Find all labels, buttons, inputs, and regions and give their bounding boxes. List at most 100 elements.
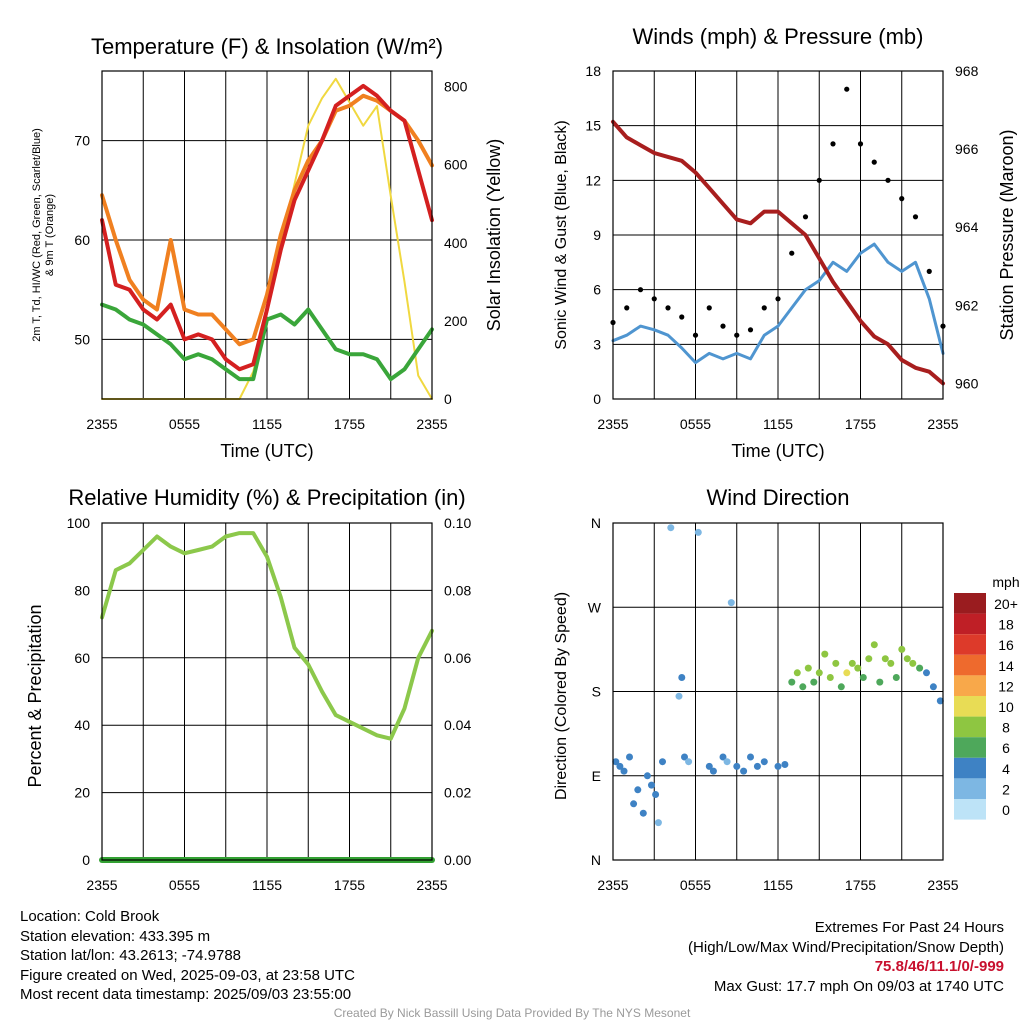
legend-label: 6 [1002, 740, 1010, 756]
gust-point [747, 327, 754, 333]
x-tick-label: 1155 [252, 416, 282, 432]
x-tick-label: 0555 [680, 877, 711, 893]
gust-point [624, 305, 630, 311]
winds-title: Winds (mph) & Pressure (mb) [633, 24, 924, 49]
direction-point [892, 674, 900, 681]
direction-point [815, 669, 823, 677]
legend-swatch [954, 634, 986, 655]
extremes-values: 75.8/46/11.1/0/-999 [874, 958, 1004, 975]
direction-plot-frame [612, 522, 944, 861]
direction-point [612, 758, 620, 766]
y-tick-label-left: 0 [593, 391, 601, 407]
y-tick-label-right: 400 [444, 235, 468, 251]
direction-point [667, 524, 675, 532]
direction-point [923, 669, 930, 677]
direction-point [634, 786, 642, 794]
y-tick-label-left: 60 [74, 650, 90, 666]
legend-label: 10 [998, 699, 1014, 715]
x-tick-label: 2355 [927, 877, 958, 893]
direction-point [733, 762, 741, 770]
humidity-plot-frame [101, 522, 433, 861]
gust-point [679, 314, 685, 320]
speed-legend: 20+ 18 16 14 12 10 8 6 4 2 0 [954, 593, 1018, 820]
direction-point [709, 767, 717, 775]
temperature-ylabel-left-2: & 9m T (Orange) [44, 194, 56, 276]
direction-point [643, 772, 651, 780]
direction-point [774, 762, 782, 770]
winds-panel: Winds (mph) & Pressure (mb) 2355 0555 1155… [553, 24, 1017, 461]
x-tick-label: 1155 [252, 877, 282, 893]
y-tick-label-left: N [591, 515, 601, 531]
gust-point [665, 305, 671, 311]
gust-point [651, 296, 657, 302]
direction-point [804, 664, 812, 672]
direction-point [630, 800, 638, 808]
legend-label: 14 [998, 658, 1014, 674]
humidity-panel: Relative Humidity (%) & Precipitation (i… [25, 485, 471, 893]
meteogram-figure: Temperature (F) & Insolation (W/m²) 2355… [25, 24, 1020, 893]
gust-point [926, 268, 932, 274]
direction-point [887, 659, 895, 667]
direction-point [898, 645, 906, 653]
x-tick-label: 2355 [597, 416, 628, 432]
legend-label: 0 [1002, 802, 1010, 818]
winds-xlabel: Time (UTC) [731, 441, 824, 461]
temperature-panel: Temperature (F) & Insolation (W/m²) 2355… [31, 34, 504, 461]
y-tick-label-left: S [592, 684, 601, 700]
direction-point [675, 692, 683, 700]
legend-label: 18 [998, 617, 1014, 633]
legend-swatch [954, 675, 986, 696]
legend-label: 8 [1002, 720, 1010, 736]
gust-point [871, 159, 877, 165]
temperature-ylabel-left-1: 2m T, Td, HI/WC (Red, Green, Scarlet/Blu… [31, 128, 43, 342]
direction-point [881, 655, 889, 663]
series-line-relative-humidity [100, 531, 434, 741]
humidity-title: Relative Humidity (%) & Precipitation (i… [68, 485, 465, 510]
direction-point [826, 674, 834, 681]
series-line-2m-t [100, 83, 434, 372]
x-tick-label: 0555 [169, 416, 200, 432]
y-tick-label-left: 100 [67, 515, 91, 531]
legend-label: 12 [998, 678, 1014, 694]
y-tick-label-right: 200 [444, 313, 468, 329]
x-tick-label: 2355 [416, 877, 447, 893]
direction-point [810, 678, 818, 686]
y-tick-label-left: 70 [74, 133, 90, 149]
direction-point [626, 753, 633, 761]
gust-point [761, 305, 767, 311]
humidity-ylabel-left: Percent & Precipitation [25, 604, 45, 787]
y-tick-label-left: 20 [74, 785, 90, 801]
legend-label: 16 [998, 637, 1014, 653]
gust-point [830, 141, 836, 147]
direction-point [870, 641, 878, 649]
y-tick-label-right: 0.08 [444, 582, 471, 598]
max-gust: Max Gust: 17.7 mph On 09/03 at 1740 UTC [713, 977, 1004, 995]
gust-point [734, 332, 740, 338]
direction-point [865, 655, 873, 663]
direction-point [909, 659, 917, 667]
x-tick-label: 2355 [86, 877, 117, 893]
direction-point [639, 809, 647, 817]
temperature-xlabel: Time (UTC) [220, 441, 313, 461]
series-line-station-pressure [611, 119, 945, 386]
x-tick-label: 1755 [845, 877, 876, 893]
x-tick-label: 1755 [334, 877, 365, 893]
x-tick-label: 1755 [334, 416, 365, 432]
legend-swatch [954, 654, 986, 676]
legend-title: mph [992, 574, 1019, 590]
y-tick-label-right: 800 [444, 79, 468, 95]
x-tick-label: 1155 [763, 416, 793, 432]
direction-point [916, 664, 924, 672]
direction-point [694, 528, 702, 536]
legend-swatch [954, 757, 986, 779]
y-tick-label-left: 6 [593, 282, 601, 298]
winds-ylabel-right: Station Pressure (Maroon) [997, 129, 1017, 340]
y-tick-label-right: 962 [955, 297, 979, 313]
y-tick-label-left: 0 [82, 852, 90, 868]
direction-point [903, 655, 911, 663]
temperature-plot-frame [101, 70, 433, 400]
y-tick-label-right: 0.10 [444, 515, 471, 531]
legend-swatch [954, 716, 986, 738]
legend-swatch [954, 778, 986, 799]
winds-ylabel-left: Sonic Wind & Gust (Blue, Black) [553, 120, 570, 349]
